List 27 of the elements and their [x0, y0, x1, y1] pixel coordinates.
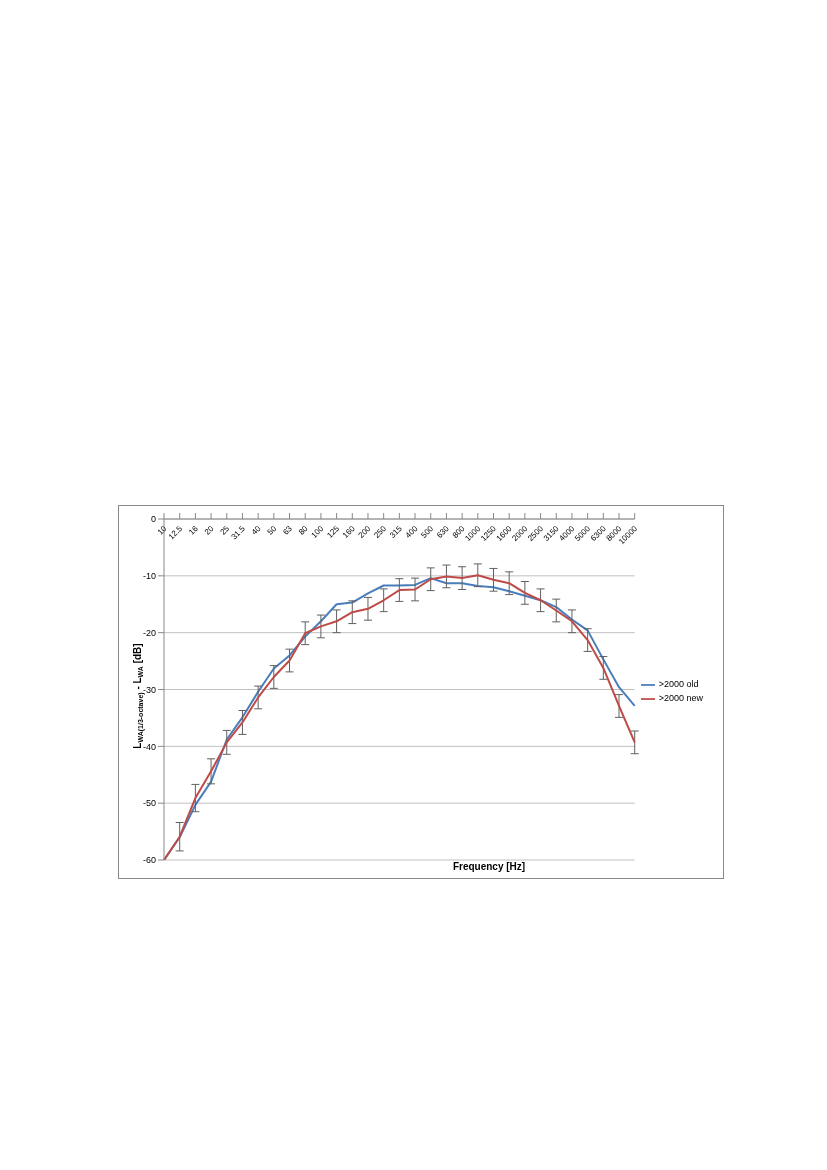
x-tick-label: 20	[202, 523, 216, 537]
y-tick-label: -10	[142, 571, 156, 582]
x-tick-label: 100	[309, 523, 326, 540]
x-tick-label: 31.5	[229, 523, 248, 542]
x-tick-label: 630	[435, 523, 452, 540]
x-tick-label: 500	[419, 523, 436, 540]
x-tick-label: 400	[403, 523, 420, 540]
legend-label: >2000 old	[658, 679, 699, 690]
x-tick-label: 40	[249, 523, 263, 537]
x-tick-label: 160	[340, 523, 358, 540]
x-tick-label: 10	[155, 523, 169, 537]
x-tick-label: 200	[356, 523, 373, 540]
x-tick-label: 50	[265, 523, 279, 537]
y-tick-label: -40	[142, 741, 156, 752]
y-tick-label: 0	[150, 514, 156, 525]
x-tick-label: 125	[325, 523, 342, 540]
y-tick-label: -60	[142, 855, 156, 866]
x-tick-label: 63	[281, 523, 295, 537]
x-axis-title: Frequency [Hz]	[452, 861, 526, 872]
x-tick-label: 80	[296, 523, 311, 537]
y-tick-label: -20	[142, 627, 156, 638]
x-tick-label: 250	[372, 523, 389, 540]
x-tick-label: 16	[187, 523, 201, 537]
y-tick-label: -50	[142, 798, 156, 809]
legend-label: >2000 new	[658, 693, 703, 704]
x-tick-label: 25	[218, 523, 232, 537]
x-tick-label: 315	[387, 523, 405, 540]
